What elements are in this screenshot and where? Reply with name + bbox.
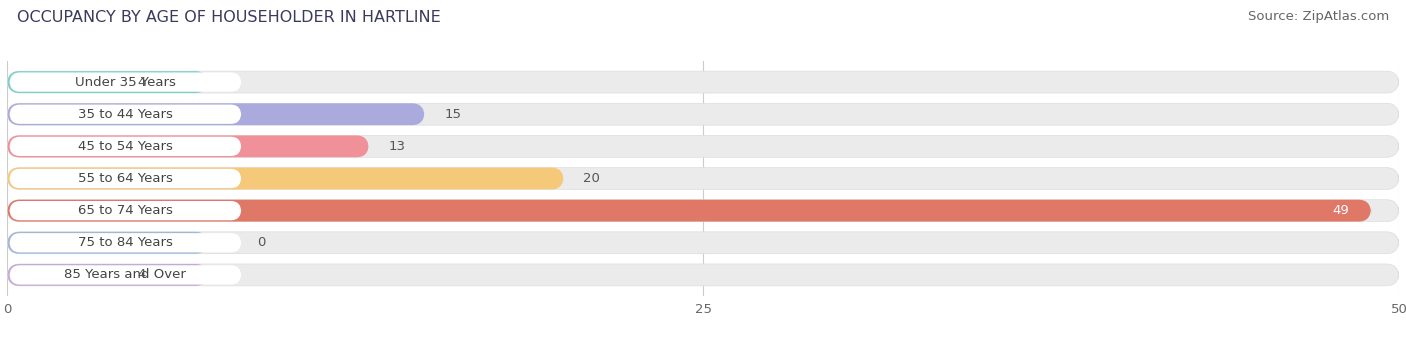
FancyBboxPatch shape [7, 71, 1399, 93]
Text: 0: 0 [257, 236, 266, 249]
FancyBboxPatch shape [10, 169, 242, 188]
Text: 65 to 74 Years: 65 to 74 Years [77, 204, 173, 217]
Text: 13: 13 [388, 140, 405, 153]
Text: 15: 15 [444, 108, 461, 121]
FancyBboxPatch shape [7, 264, 1399, 286]
Text: 4: 4 [138, 75, 146, 89]
FancyBboxPatch shape [7, 103, 1399, 125]
Text: 20: 20 [583, 172, 600, 185]
FancyBboxPatch shape [7, 168, 1399, 189]
FancyBboxPatch shape [7, 200, 1399, 222]
Text: 45 to 54 Years: 45 to 54 Years [77, 140, 173, 153]
FancyBboxPatch shape [10, 265, 242, 285]
FancyBboxPatch shape [7, 232, 1399, 254]
Text: 85 Years and Over: 85 Years and Over [65, 268, 186, 282]
Text: 35 to 44 Years: 35 to 44 Years [77, 108, 173, 121]
FancyBboxPatch shape [7, 264, 208, 286]
Text: Under 35 Years: Under 35 Years [75, 75, 176, 89]
Text: Source: ZipAtlas.com: Source: ZipAtlas.com [1249, 10, 1389, 23]
Text: OCCUPANCY BY AGE OF HOUSEHOLDER IN HARTLINE: OCCUPANCY BY AGE OF HOUSEHOLDER IN HARTL… [17, 10, 440, 25]
Text: 49: 49 [1331, 204, 1348, 217]
Text: 55 to 64 Years: 55 to 64 Years [77, 172, 173, 185]
FancyBboxPatch shape [7, 168, 564, 189]
Text: 75 to 84 Years: 75 to 84 Years [77, 236, 173, 249]
FancyBboxPatch shape [10, 233, 242, 252]
FancyBboxPatch shape [7, 135, 1399, 157]
FancyBboxPatch shape [10, 137, 242, 156]
FancyBboxPatch shape [7, 71, 208, 93]
FancyBboxPatch shape [10, 105, 242, 124]
FancyBboxPatch shape [7, 200, 1371, 222]
FancyBboxPatch shape [7, 232, 208, 254]
FancyBboxPatch shape [7, 135, 368, 157]
FancyBboxPatch shape [10, 72, 242, 92]
FancyBboxPatch shape [10, 201, 242, 220]
Text: 4: 4 [138, 268, 146, 282]
FancyBboxPatch shape [7, 103, 425, 125]
